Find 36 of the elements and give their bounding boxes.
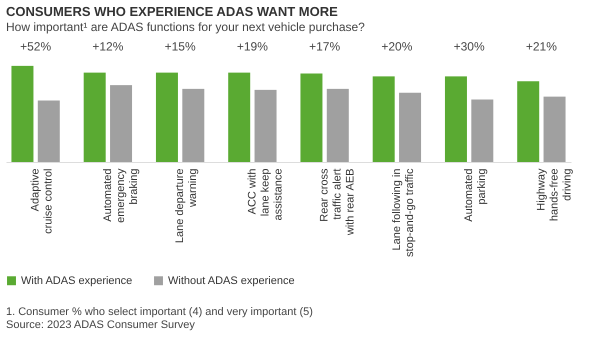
chart-subtitle: How important¹ are ADAS functions for your next vehicle purchase?	[6, 20, 366, 34]
text: +20%	[381, 40, 413, 54]
bar	[326, 88, 349, 162]
x-tick-label: Automated emergency braking	[102, 168, 140, 223]
text: +12%	[92, 40, 124, 54]
x-tick-label: Highway hands-free driving	[535, 168, 574, 222]
bar	[156, 72, 178, 162]
bar	[84, 72, 106, 162]
x-tick-label: Lane departure warning	[174, 168, 200, 244]
x-tick-label: Adaptive cruise control	[30, 168, 55, 234]
bar	[517, 81, 540, 162]
bar	[228, 72, 250, 162]
text: +19%	[236, 40, 268, 54]
legend-label: Without ADAS experience	[168, 274, 295, 287]
source-note: Source: 2023 ADAS Consumer Survey	[6, 319, 196, 332]
bar	[38, 100, 60, 162]
text: +30%	[454, 40, 485, 54]
text: +21%	[526, 40, 558, 54]
text: +15%	[164, 40, 196, 54]
x-tick-label: Automated parking	[463, 168, 488, 222]
bar	[544, 96, 566, 162]
x-tick-label: ACC with lane keep assistance	[246, 168, 284, 220]
text: +52%	[20, 40, 52, 54]
bar	[399, 92, 422, 162]
bar	[182, 88, 204, 162]
text: +17%	[309, 40, 340, 54]
legend-label: With ADAS experience	[21, 274, 132, 287]
bar	[471, 100, 494, 162]
bar	[254, 90, 277, 162]
bar	[11, 66, 34, 162]
bar	[372, 76, 395, 162]
bar	[110, 85, 132, 162]
text: 1. Consumer % who select important (4) and very important (5)	[6, 306, 313, 319]
bar	[300, 74, 322, 162]
chart-title: CONSUMERS WHO EXPERIENCE ADAS WANT MORE	[6, 4, 338, 19]
bar	[444, 76, 467, 162]
